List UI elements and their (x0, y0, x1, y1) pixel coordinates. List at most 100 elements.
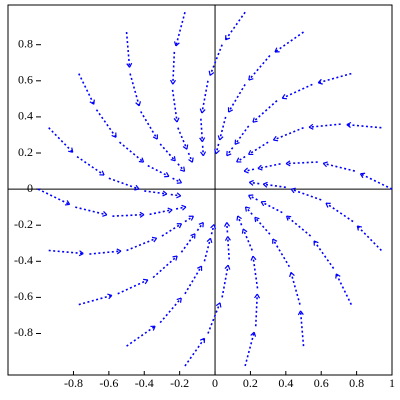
field-arrow (175, 204, 187, 211)
arrow-shaft (299, 310, 305, 347)
x-tick-label: 0.2 (243, 376, 258, 390)
arrow-head (200, 151, 207, 157)
arrow-head (99, 170, 105, 176)
field-arrow (281, 83, 313, 100)
arrow-shaft (272, 238, 291, 268)
arrow-head (176, 178, 182, 184)
field-arrow (184, 265, 203, 295)
arrow-shaft (252, 256, 259, 289)
arrow-head (206, 237, 213, 243)
field-arrow (184, 215, 194, 223)
arrow-shaft (78, 73, 95, 105)
y-tick-label: -0.4 (14, 253, 33, 267)
arrow-head (198, 221, 204, 228)
arrow-shaft (201, 80, 209, 114)
arrow-head (224, 236, 231, 241)
arrow-shaft (274, 31, 304, 53)
arrow-shaft (234, 125, 250, 145)
arrow-shaft (309, 123, 341, 128)
arrow-shaft (126, 237, 157, 252)
arrow-head (170, 156, 176, 162)
field-arrow (89, 248, 122, 255)
arrow-head (297, 310, 304, 316)
arrow-head (107, 293, 113, 300)
arrow-head (78, 250, 84, 257)
field-arrow (126, 325, 156, 347)
field-arrow (140, 111, 158, 140)
y-tick-label: -0.6 (14, 289, 33, 303)
arrow-head (176, 192, 182, 199)
arrow-head (176, 297, 182, 303)
field-arrow (112, 211, 145, 218)
plot-frame (7, 4, 393, 376)
arrow-shaft (360, 173, 393, 190)
field-arrow (117, 278, 149, 295)
field-arrow (187, 152, 194, 163)
arrow-head (182, 144, 189, 150)
arrow-shaft (290, 272, 301, 305)
field-arrow (144, 190, 168, 197)
arrow-shaft (112, 213, 145, 217)
field-arrow (76, 155, 105, 176)
arrow-head (199, 337, 206, 344)
field-arrow (260, 200, 283, 214)
arrow-head (162, 190, 168, 197)
field-arrow (125, 32, 133, 68)
y-tick-label: -0.2 (14, 217, 33, 231)
arrow-head (150, 325, 156, 331)
arrow-shaft (335, 273, 353, 305)
arrow-head (346, 121, 352, 128)
arrow-head (164, 172, 170, 178)
arrow-head (274, 47, 280, 53)
arrow-head (254, 216, 260, 223)
field-arrow (262, 181, 286, 189)
arrow-shaft (207, 302, 221, 334)
arrow-head (224, 264, 231, 270)
arrow-head (248, 194, 254, 200)
field-arrow (214, 143, 220, 155)
field-arrow (177, 163, 186, 172)
arrow-head (224, 35, 231, 41)
arrow-head (199, 137, 206, 143)
x-tick-label: 1 (389, 376, 395, 390)
arrow-shaft (177, 127, 188, 150)
arrow-shaft (76, 155, 105, 176)
arrow-shaft (242, 228, 253, 251)
field-arrow (108, 177, 140, 191)
arrow-shaft (171, 89, 178, 123)
field-arrow (346, 121, 382, 129)
arrow-head (285, 215, 292, 221)
arrow-shaft (159, 143, 176, 162)
field-arrow (325, 202, 354, 223)
arrow-shaft (203, 238, 212, 262)
arrow-shaft (244, 206, 253, 215)
arrow-shaft (180, 233, 196, 253)
field-arrow (236, 155, 246, 163)
arrow-shaft (209, 44, 223, 76)
arrow-shaft (196, 222, 204, 232)
arrow-shaft (177, 163, 186, 172)
arrow-shaft (290, 188, 322, 201)
arrow-head (335, 273, 341, 279)
arrow-head (179, 166, 186, 172)
field-arrow (226, 147, 234, 157)
x-tick-label: -0.2 (170, 376, 189, 390)
field-arrow (221, 264, 231, 298)
arrow-head (197, 265, 203, 271)
arrow-shaft (260, 201, 283, 214)
arrow-shaft (175, 12, 186, 47)
arrow-head (308, 123, 314, 130)
arrow-head (152, 134, 158, 140)
field-arrow (207, 302, 222, 334)
arrow-head (317, 78, 323, 85)
arrow-shaft (236, 215, 243, 226)
field-arrow (196, 221, 204, 232)
arrow-head (289, 271, 295, 278)
arrow-head (260, 200, 266, 207)
field-arrow (126, 236, 158, 252)
field-arrow (180, 233, 196, 253)
arrow-shaft (184, 337, 206, 367)
x-tick-label: 0.6 (314, 376, 329, 390)
arrow-shaft (170, 193, 181, 197)
field-arrow (159, 143, 176, 162)
